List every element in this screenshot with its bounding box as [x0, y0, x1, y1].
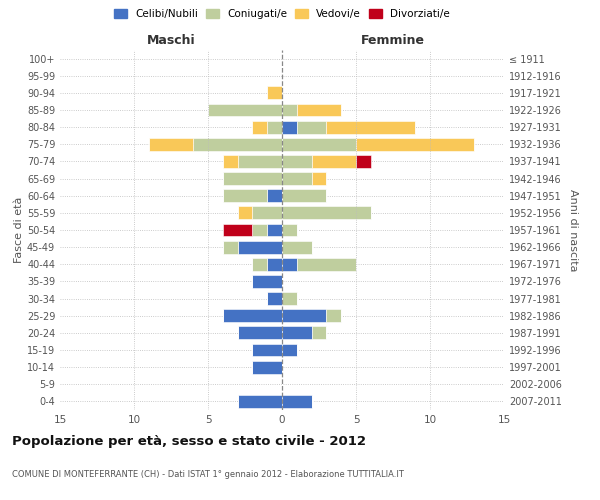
Bar: [253, 120, 267, 134]
Bar: [223, 240, 238, 254]
Bar: [238, 206, 253, 220]
Bar: [223, 310, 282, 322]
Legend: Celibi/Nubili, Coniugati/e, Vedovi/e, Divorziati/e: Celibi/Nubili, Coniugati/e, Vedovi/e, Di…: [110, 5, 454, 24]
Bar: [311, 155, 356, 168]
Text: Maschi: Maschi: [146, 34, 196, 46]
Bar: [238, 155, 282, 168]
Bar: [282, 104, 297, 117]
Bar: [282, 292, 297, 305]
Bar: [253, 360, 282, 374]
Bar: [282, 310, 326, 322]
Bar: [238, 240, 282, 254]
Bar: [282, 190, 326, 202]
Bar: [267, 86, 282, 100]
Bar: [356, 138, 475, 150]
Bar: [356, 155, 371, 168]
Bar: [238, 395, 282, 408]
Bar: [267, 120, 282, 134]
Bar: [267, 190, 282, 202]
Bar: [282, 240, 311, 254]
Bar: [253, 206, 282, 220]
Bar: [282, 206, 371, 220]
Bar: [326, 310, 341, 322]
Bar: [223, 190, 267, 202]
Bar: [223, 172, 282, 185]
Bar: [282, 172, 311, 185]
Bar: [253, 344, 282, 356]
Bar: [297, 104, 341, 117]
Bar: [253, 275, 282, 288]
Bar: [282, 326, 311, 340]
Bar: [238, 326, 282, 340]
Text: Popolazione per età, sesso e stato civile - 2012: Popolazione per età, sesso e stato civil…: [12, 435, 366, 448]
Bar: [208, 104, 282, 117]
Y-axis label: Fasce di età: Fasce di età: [14, 197, 24, 263]
Bar: [253, 224, 267, 236]
Text: COMUNE DI MONTEFERRANTE (CH) - Dati ISTAT 1° gennaio 2012 - Elaborazione TUTTITA: COMUNE DI MONTEFERRANTE (CH) - Dati ISTA…: [12, 470, 404, 479]
Bar: [311, 326, 326, 340]
Bar: [282, 120, 297, 134]
Text: Femmine: Femmine: [361, 34, 425, 46]
Bar: [282, 395, 311, 408]
Bar: [223, 224, 253, 236]
Bar: [297, 258, 356, 270]
Bar: [267, 292, 282, 305]
Bar: [282, 224, 297, 236]
Bar: [267, 258, 282, 270]
Bar: [297, 120, 326, 134]
Bar: [282, 258, 297, 270]
Bar: [282, 155, 311, 168]
Bar: [253, 258, 267, 270]
Bar: [267, 224, 282, 236]
Bar: [311, 172, 326, 185]
Bar: [326, 120, 415, 134]
Y-axis label: Anni di nascita: Anni di nascita: [568, 188, 578, 271]
Bar: [282, 344, 297, 356]
Bar: [149, 138, 193, 150]
Bar: [223, 155, 238, 168]
Bar: [193, 138, 282, 150]
Bar: [282, 138, 356, 150]
